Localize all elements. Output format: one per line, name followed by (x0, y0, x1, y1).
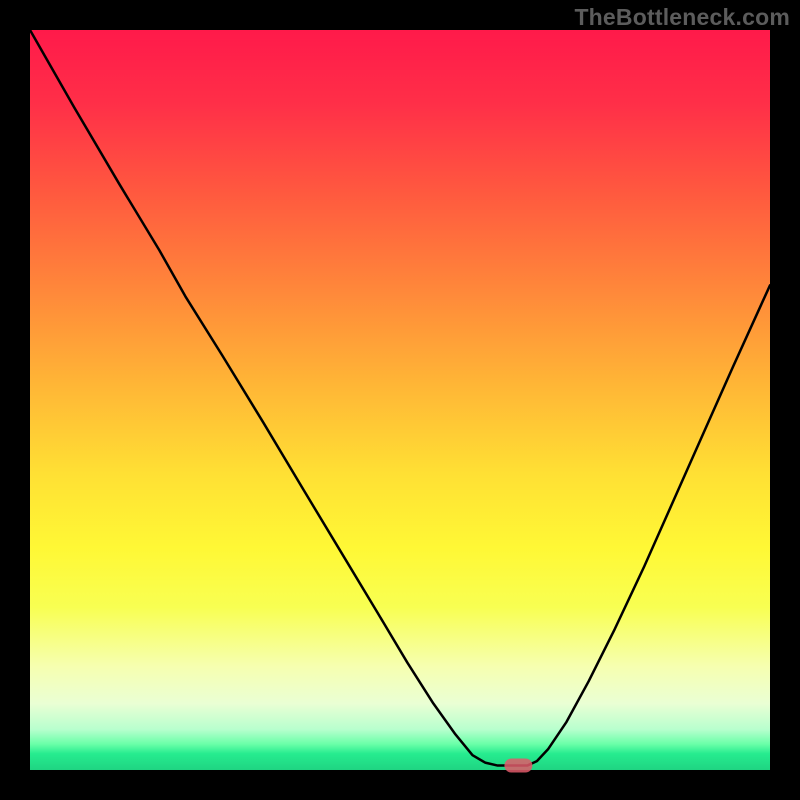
bottleneck-chart (0, 0, 800, 800)
plot-background (30, 30, 770, 770)
watermark-text: TheBottleneck.com (574, 4, 790, 31)
optimum-marker (504, 759, 532, 773)
